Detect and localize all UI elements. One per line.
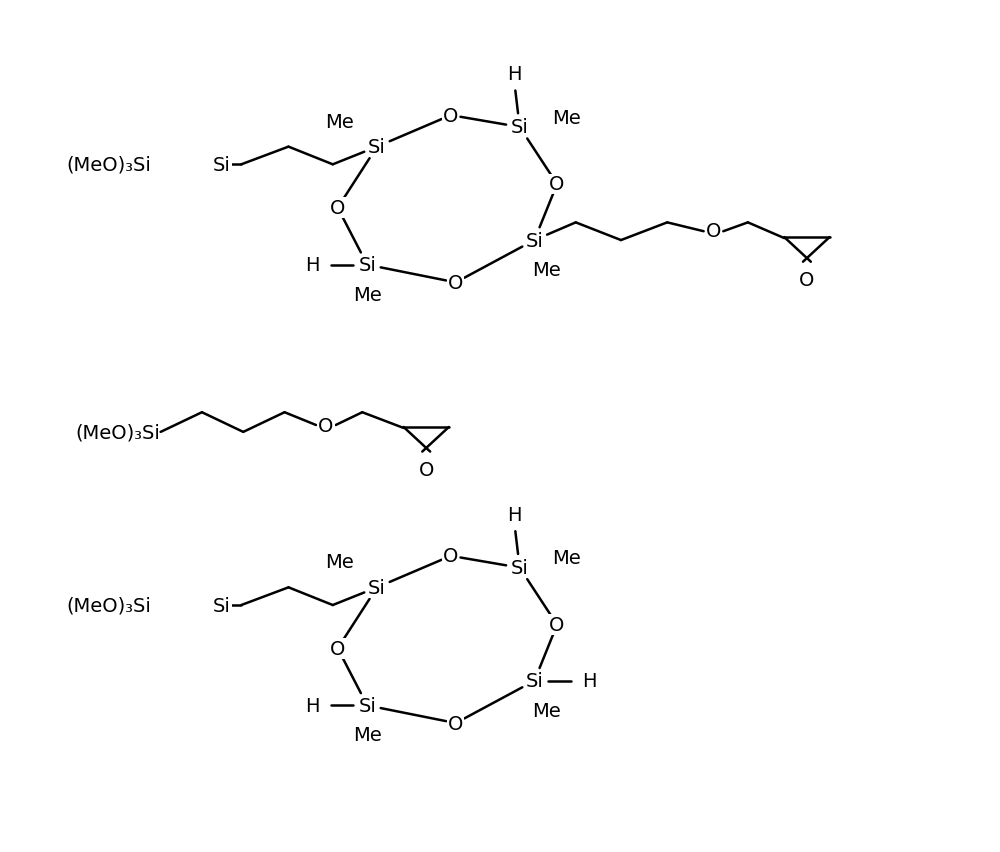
Text: (MeO)₃Si: (MeO)₃Si (66, 596, 151, 615)
Text: Me: Me (325, 112, 354, 131)
Text: Si: Si (358, 696, 376, 715)
Text: H: H (305, 256, 319, 275)
Text: Me: Me (325, 553, 354, 572)
Text: H: H (582, 671, 597, 690)
Text: O: O (448, 273, 463, 292)
Text: (MeO)₃Si: (MeO)₃Si (66, 156, 151, 175)
Text: Me: Me (353, 726, 382, 745)
Text: O: O (549, 176, 565, 194)
Text: O: O (330, 639, 345, 658)
Text: Si: Si (525, 671, 543, 690)
Text: H: H (508, 66, 522, 84)
Text: O: O (419, 460, 434, 479)
Text: Me: Me (532, 261, 561, 279)
Text: O: O (330, 199, 345, 218)
Text: Me: Me (553, 549, 581, 567)
Text: Si: Si (368, 579, 386, 597)
Text: O: O (443, 547, 459, 566)
Text: H: H (305, 696, 319, 715)
Text: O: O (448, 714, 463, 733)
Text: Si: Si (525, 231, 543, 250)
Text: Si: Si (368, 138, 386, 157)
Text: Si: Si (511, 559, 529, 578)
Text: H: H (508, 505, 522, 525)
Text: O: O (318, 416, 334, 435)
Text: Si: Si (358, 256, 376, 275)
Text: Me: Me (353, 285, 382, 304)
Text: Me: Me (553, 108, 581, 128)
Text: O: O (706, 222, 721, 240)
Text: Si: Si (511, 118, 529, 137)
Text: Me: Me (532, 701, 561, 720)
Text: (MeO)₃Si: (MeO)₃Si (76, 423, 161, 442)
Text: O: O (443, 106, 459, 125)
Text: Si: Si (213, 156, 231, 175)
Text: O: O (799, 271, 815, 290)
Text: O: O (549, 615, 565, 635)
Text: Si: Si (213, 596, 231, 615)
